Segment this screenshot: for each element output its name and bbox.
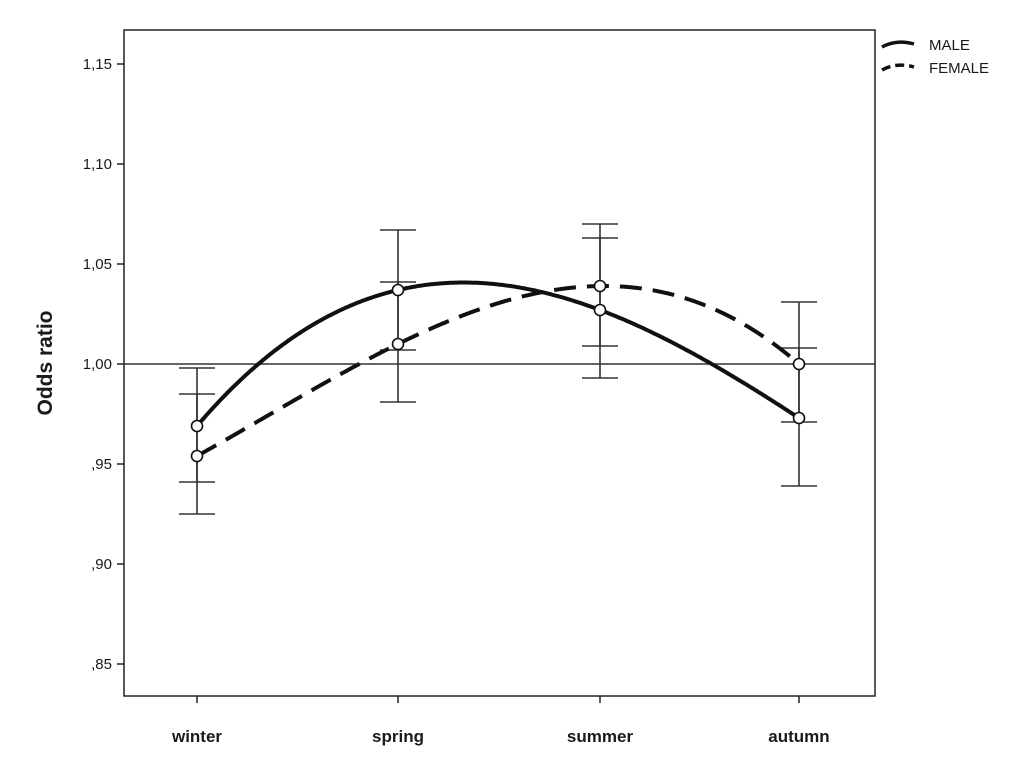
x-tick-label-autumn: autumn — [768, 727, 829, 746]
point-male-winter — [190, 419, 204, 433]
x-tick-label-spring: spring — [372, 727, 424, 746]
legend: MALE FEMALE — [881, 37, 989, 77]
y-tick-label: 1,10 — [83, 156, 112, 173]
x-tick-label-summer: summer — [567, 727, 634, 746]
point-female-winter — [190, 449, 204, 463]
legend-label-male: MALE — [929, 37, 970, 54]
point-male-autumn — [792, 411, 806, 425]
series-line-male — [195, 280, 801, 428]
legend-swatch-male — [881, 40, 915, 49]
point-female-spring — [391, 337, 405, 351]
plot-frame — [123, 29, 876, 697]
y-tick-label: ,95 — [91, 456, 112, 473]
y-axis-ticks: ,85 ,90 ,95 1,00 1,05 1,10 1,15 — [83, 56, 124, 673]
legend-swatch-female — [881, 63, 915, 72]
y-tick-label: 1,15 — [83, 56, 112, 73]
y-tick-label: 1,00 — [83, 356, 112, 373]
y-tick-label: 1,05 — [83, 256, 112, 273]
y-tick-label: ,85 — [91, 656, 112, 673]
plot-layer — [124, 223, 875, 515]
legend-label-female: FEMALE — [929, 60, 989, 77]
y-axis-label: Odds ratio — [34, 310, 57, 415]
point-female-autumn — [792, 357, 806, 371]
point-male-spring — [391, 283, 405, 297]
point-female-summer — [593, 279, 607, 293]
x-tick-label-winter: winter — [171, 727, 222, 746]
y-tick-label: ,90 — [91, 556, 112, 573]
series-line-female — [196, 284, 801, 458]
x-axis-ticks: winter spring summer autumn — [171, 696, 830, 746]
point-male-summer — [593, 303, 607, 317]
